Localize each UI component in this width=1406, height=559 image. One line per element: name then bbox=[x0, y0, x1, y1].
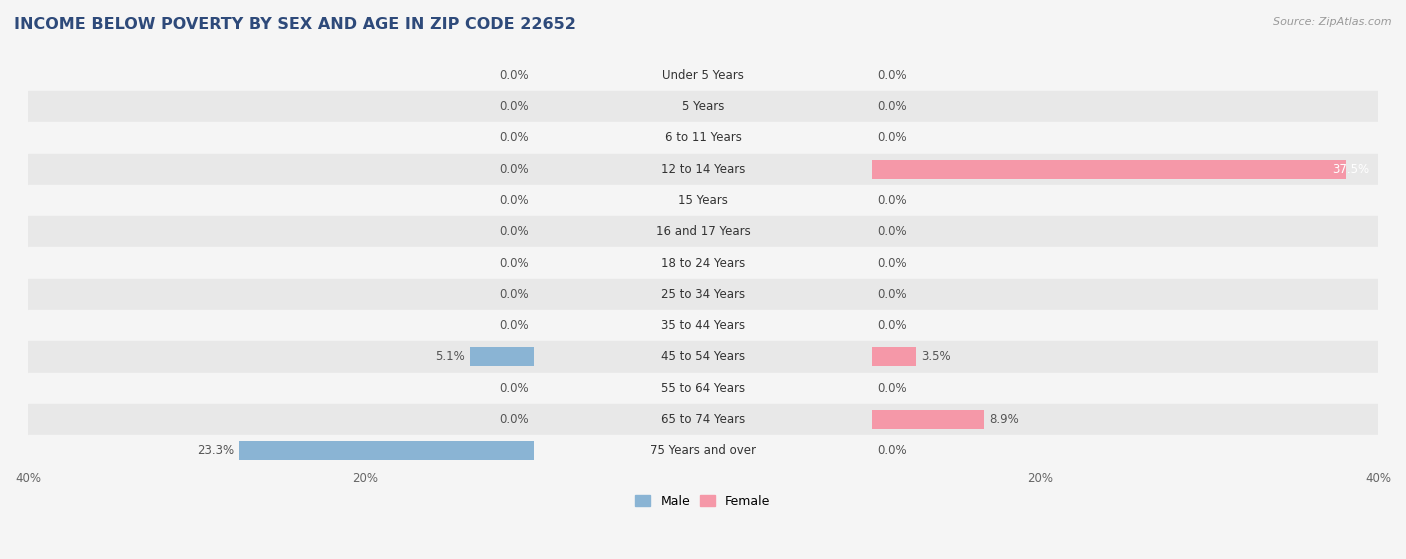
Text: INCOME BELOW POVERTY BY SEX AND AGE IN ZIP CODE 22652: INCOME BELOW POVERTY BY SEX AND AGE IN Z… bbox=[14, 17, 576, 32]
Text: 0.0%: 0.0% bbox=[877, 444, 907, 457]
Text: 55 to 64 Years: 55 to 64 Years bbox=[661, 382, 745, 395]
Text: 0.0%: 0.0% bbox=[499, 257, 529, 269]
Bar bbox=[872, 410, 984, 429]
Text: 0.0%: 0.0% bbox=[499, 131, 529, 144]
Text: 0.0%: 0.0% bbox=[877, 100, 907, 113]
Bar bbox=[872, 160, 1347, 178]
Text: 0.0%: 0.0% bbox=[877, 319, 907, 332]
Text: 0.0%: 0.0% bbox=[499, 163, 529, 176]
Text: 0.0%: 0.0% bbox=[877, 382, 907, 395]
Text: 18 to 24 Years: 18 to 24 Years bbox=[661, 257, 745, 269]
Text: 6 to 11 Years: 6 to 11 Years bbox=[665, 131, 741, 144]
Text: 8.9%: 8.9% bbox=[990, 413, 1019, 426]
Text: 0.0%: 0.0% bbox=[877, 257, 907, 269]
Text: 37.5%: 37.5% bbox=[1333, 163, 1369, 176]
Bar bbox=[28, 122, 1378, 154]
Text: 0.0%: 0.0% bbox=[877, 288, 907, 301]
Text: 0.0%: 0.0% bbox=[499, 382, 529, 395]
Bar bbox=[28, 372, 1378, 404]
Text: 0.0%: 0.0% bbox=[877, 194, 907, 207]
Text: 0.0%: 0.0% bbox=[499, 69, 529, 82]
Bar bbox=[239, 441, 534, 460]
Bar bbox=[28, 91, 1378, 122]
Bar bbox=[28, 435, 1378, 466]
Bar bbox=[28, 216, 1378, 248]
Bar bbox=[28, 154, 1378, 185]
Text: Source: ZipAtlas.com: Source: ZipAtlas.com bbox=[1274, 17, 1392, 27]
Text: 0.0%: 0.0% bbox=[499, 225, 529, 238]
Text: 16 and 17 Years: 16 and 17 Years bbox=[655, 225, 751, 238]
Text: 0.0%: 0.0% bbox=[499, 194, 529, 207]
Text: Under 5 Years: Under 5 Years bbox=[662, 69, 744, 82]
Text: 5.1%: 5.1% bbox=[434, 350, 464, 363]
Text: 0.0%: 0.0% bbox=[499, 288, 529, 301]
Text: 35 to 44 Years: 35 to 44 Years bbox=[661, 319, 745, 332]
Text: 0.0%: 0.0% bbox=[877, 131, 907, 144]
Bar bbox=[28, 185, 1378, 216]
Bar bbox=[28, 341, 1378, 372]
Text: 5 Years: 5 Years bbox=[682, 100, 724, 113]
Text: 23.3%: 23.3% bbox=[197, 444, 235, 457]
Text: 0.0%: 0.0% bbox=[877, 69, 907, 82]
Bar bbox=[28, 310, 1378, 341]
Text: 25 to 34 Years: 25 to 34 Years bbox=[661, 288, 745, 301]
Text: 0.0%: 0.0% bbox=[877, 225, 907, 238]
Text: 15 Years: 15 Years bbox=[678, 194, 728, 207]
Text: 3.5%: 3.5% bbox=[921, 350, 950, 363]
Bar bbox=[28, 60, 1378, 91]
Text: 0.0%: 0.0% bbox=[499, 319, 529, 332]
Legend: Male, Female: Male, Female bbox=[630, 490, 776, 513]
Text: 0.0%: 0.0% bbox=[499, 100, 529, 113]
Bar bbox=[28, 279, 1378, 310]
Bar bbox=[470, 348, 534, 366]
Text: 45 to 54 Years: 45 to 54 Years bbox=[661, 350, 745, 363]
Bar bbox=[28, 248, 1378, 279]
Text: 12 to 14 Years: 12 to 14 Years bbox=[661, 163, 745, 176]
Text: 0.0%: 0.0% bbox=[499, 413, 529, 426]
Text: 65 to 74 Years: 65 to 74 Years bbox=[661, 413, 745, 426]
Bar bbox=[872, 348, 917, 366]
Text: 75 Years and over: 75 Years and over bbox=[650, 444, 756, 457]
Bar bbox=[28, 404, 1378, 435]
